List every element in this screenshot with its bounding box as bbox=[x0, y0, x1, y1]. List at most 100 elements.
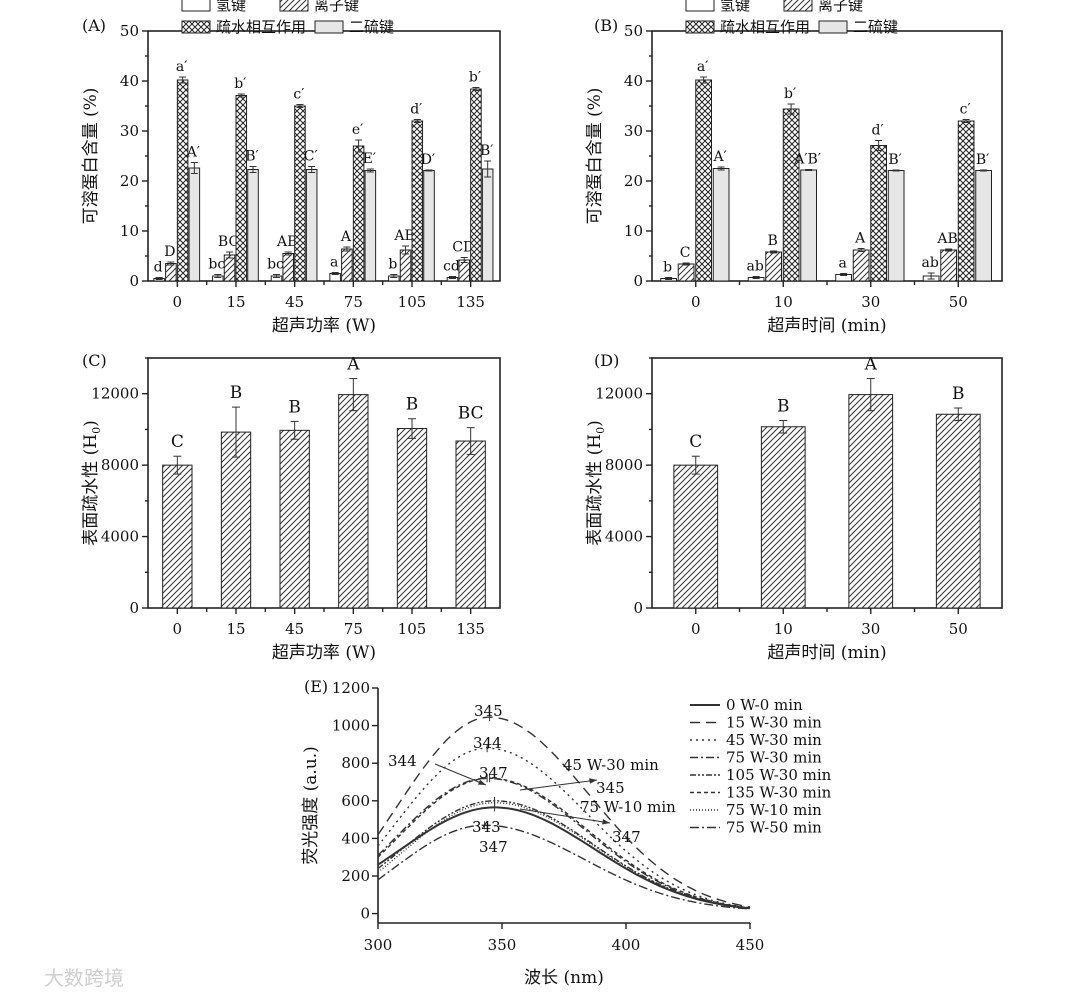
panel-c-bar bbox=[455, 440, 486, 609]
panel-a-sig-label: bc bbox=[208, 257, 225, 273]
panel-e-series-line bbox=[377, 802, 751, 909]
panel-a-bar bbox=[341, 248, 353, 282]
panel-a-xtick-label: 75 bbox=[344, 293, 363, 311]
panel-c-sig-label: B bbox=[230, 383, 243, 403]
panel-d-ylabel-subscript: 0 bbox=[594, 427, 607, 434]
panel-b-sig-label: ab bbox=[921, 255, 938, 271]
panel-b-sig-label: C bbox=[680, 245, 691, 261]
panel-b-ytick-label: 40 bbox=[624, 72, 643, 90]
panel-a-bar bbox=[458, 259, 470, 282]
panel-e-ytick-label: 400 bbox=[341, 829, 370, 847]
panel-b-bar bbox=[887, 170, 905, 282]
panel-a-sig-label: A′ bbox=[186, 145, 200, 161]
panel-e-annotation: 345 bbox=[596, 779, 625, 797]
panel-a-xtick-label: 105 bbox=[398, 293, 427, 311]
panel-c-sig-label: C bbox=[171, 432, 184, 452]
panel-a-bar bbox=[470, 88, 482, 282]
panel-a-bar bbox=[282, 253, 294, 282]
panel-a-sig-label: c′ bbox=[293, 87, 304, 103]
panel-a-bar bbox=[247, 169, 259, 282]
panel-d-ytick-label: 0 bbox=[633, 599, 643, 617]
panel-c-xlabel: 超声功率 (W) bbox=[272, 643, 376, 663]
panel-b-bar bbox=[677, 263, 695, 282]
panel-a-sig-label: d′ bbox=[410, 102, 422, 118]
panel-e-ytick-label: 1200 bbox=[332, 679, 370, 697]
panel-e-annotation: 45 W-30 min bbox=[563, 756, 659, 774]
panel-a-legend-label: 离子键 bbox=[314, 0, 359, 14]
panel-c-ytick-label: 4000 bbox=[101, 528, 139, 546]
panel-d-bar bbox=[848, 394, 894, 609]
panel-e-xtick-label: 300 bbox=[364, 936, 393, 954]
panel-c-bar bbox=[338, 394, 369, 609]
panel-a-ytick-label: 40 bbox=[120, 72, 139, 90]
panel-c-xtick-label: 135 bbox=[456, 620, 485, 638]
panel-d-bar bbox=[760, 426, 806, 609]
panel-b-legend-swatch bbox=[818, 20, 848, 34]
watermark: 大数跨境 bbox=[44, 966, 124, 990]
panel-a-xlabel: 超声功率 (W) bbox=[272, 316, 376, 336]
panel-e-annotation: 347 bbox=[479, 838, 508, 856]
panel-a-bar bbox=[399, 249, 412, 282]
panel-b-bar bbox=[975, 170, 992, 282]
panel-d-label: (D) bbox=[594, 351, 619, 370]
panel-c-ylabel: 表面疏水性 (H0) bbox=[81, 420, 103, 546]
panel-b-xtick-label: 0 bbox=[691, 293, 701, 311]
panel-b-legend-label: 二硫键 bbox=[853, 18, 898, 36]
panel-a-bar bbox=[188, 167, 201, 282]
panel-e-annotation: 75 W-10 min bbox=[580, 798, 676, 816]
panel-e-arrow bbox=[434, 763, 487, 786]
panel-e-series-line bbox=[377, 806, 751, 910]
panel-b-sig-label: c′ bbox=[960, 102, 971, 118]
panel-d-xtick-label: 10 bbox=[774, 620, 793, 638]
panel-a-sig-label: A bbox=[340, 229, 352, 245]
panel-b-sig-label: a bbox=[838, 256, 846, 272]
panel-c-frame bbox=[147, 357, 501, 609]
panel-a-ylabel: 可溶蛋白含量 (%) bbox=[81, 88, 101, 225]
panel-a-ytick-label: 50 bbox=[120, 22, 139, 40]
panel-b-legend-label: 疏水相互作用 bbox=[720, 18, 810, 36]
panel-c-label: (C) bbox=[82, 351, 107, 370]
panel-a-ytick-label: 10 bbox=[120, 222, 139, 240]
panel-b-xtick-label: 50 bbox=[949, 293, 968, 311]
panel-e-arrow bbox=[519, 779, 598, 791]
panel-d-sig-label: B bbox=[952, 384, 965, 404]
panel-b-xtick-label: 10 bbox=[774, 293, 793, 311]
panel-b-ytick-label: 30 bbox=[624, 122, 643, 140]
panel-b-legend-label: 离子键 bbox=[818, 0, 863, 14]
panel-a-bar bbox=[423, 170, 435, 282]
panel-e-legend-label: 45 W-30 min bbox=[726, 731, 822, 749]
panel-e-legend-label: 75 W-30 min bbox=[726, 749, 822, 767]
panel-d-xtick-label: 50 bbox=[949, 620, 968, 638]
panel-a-xtick-label: 15 bbox=[226, 293, 245, 311]
panel-e-ytick-label: 800 bbox=[341, 754, 370, 772]
panel-a-legend-label: 疏水相互作用 bbox=[216, 18, 306, 36]
panel-a-sig-label: B′ bbox=[480, 143, 493, 159]
panel-b-sig-label: b bbox=[663, 260, 672, 276]
panel-b-bar bbox=[782, 108, 800, 282]
panel-e-ytick-label: 0 bbox=[360, 905, 370, 923]
panel-a-sig-label: C′ bbox=[304, 149, 318, 165]
panel-e-legend-label: 75 W-10 min bbox=[726, 801, 822, 819]
panel-c-ytick-label: 0 bbox=[129, 599, 139, 617]
panel-e-series-line bbox=[377, 777, 751, 909]
panel-a-ytick-label: 20 bbox=[120, 172, 139, 190]
panel-e-legend-label: 75 W-50 min bbox=[726, 819, 822, 837]
panel-d-bar bbox=[673, 464, 719, 609]
panel-b-ytick-label: 10 bbox=[624, 222, 643, 240]
panel-a-label: (A) bbox=[82, 16, 106, 35]
panel-c-ytick-label: 8000 bbox=[101, 456, 139, 474]
panel-a-frame bbox=[147, 30, 501, 282]
panel-b-legend-label: 氢键 bbox=[720, 0, 750, 14]
panel-d-ylabel-close: ) bbox=[585, 420, 605, 427]
panel-c-ytick-label: 12000 bbox=[91, 385, 139, 403]
panel-a-bar bbox=[165, 263, 177, 282]
panel-a-legend-swatch bbox=[181, 0, 211, 12]
panel-a-sig-label: D bbox=[164, 244, 175, 260]
panel-c-xtick-label: 105 bbox=[398, 620, 427, 638]
panel-a-legend-swatch bbox=[314, 20, 344, 34]
panel-d-bar bbox=[935, 413, 981, 609]
panel-b-bar bbox=[800, 169, 817, 282]
panel-e-legend-label: 105 W-30 min bbox=[726, 766, 832, 784]
panel-e-ytick-label: 1000 bbox=[332, 717, 370, 735]
